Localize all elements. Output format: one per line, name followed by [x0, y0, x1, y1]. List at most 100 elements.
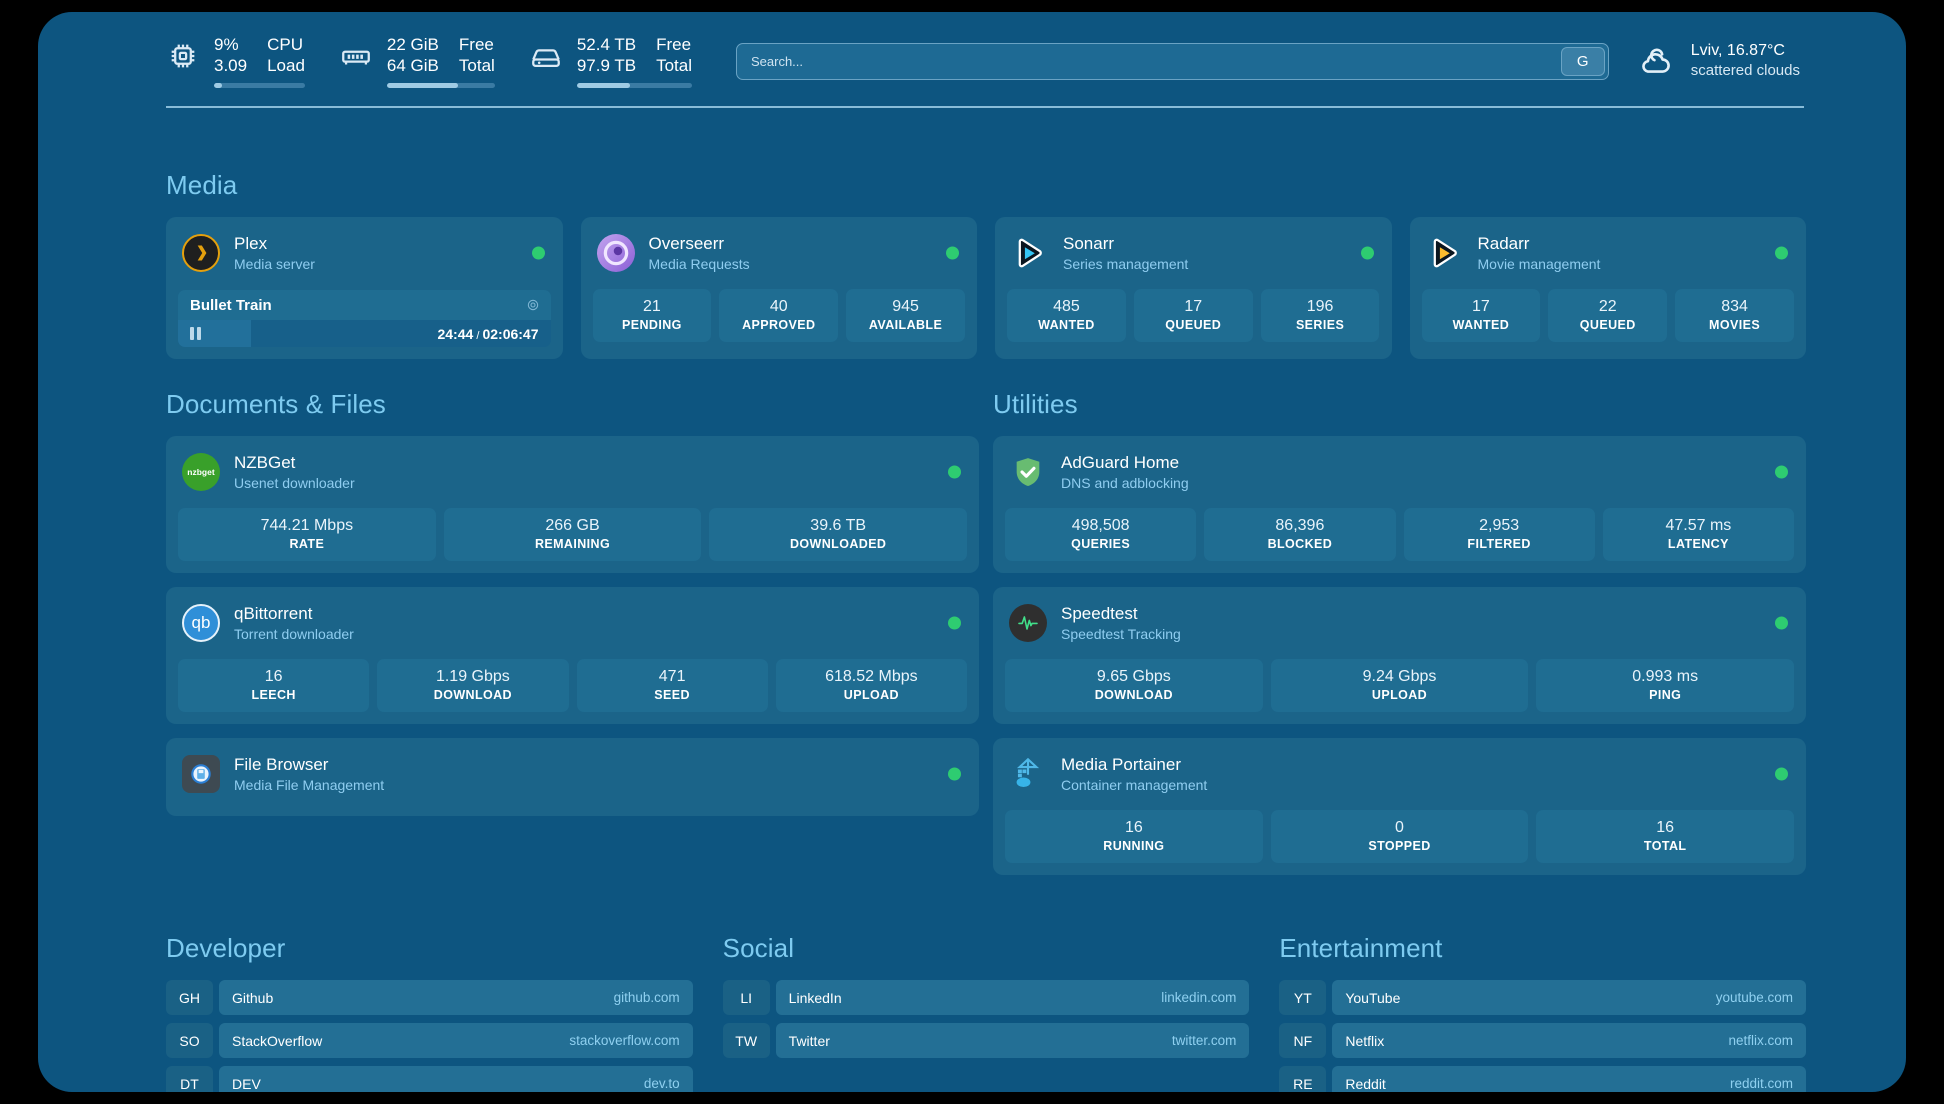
stat-label: WANTED: [1038, 318, 1095, 332]
app-card-media-portainer[interactable]: Media Portainer Container management 16 RUN…: [993, 738, 1806, 875]
app-card-nzbget[interactable]: nzbget NZBGet Usenet downloader 744.21 Mbps…: [166, 436, 979, 573]
media-card-row: Plex Media server Bullet Train 24:44 / 02:0…: [166, 217, 1806, 359]
bookmark-dt[interactable]: DT DEV dev.to: [166, 1066, 693, 1092]
bookmark-host: youtube.com: [1715, 990, 1794, 1005]
pause-icon[interactable]: [190, 327, 201, 340]
bookmark-nf[interactable]: NF Netflix netflix.com: [1279, 1023, 1807, 1058]
app-name: Speedtest: [1061, 604, 1138, 623]
bookmark-body[interactable]: Netflix netflix.com: [1332, 1023, 1807, 1058]
status-badge: [1775, 767, 1788, 780]
header-divider: [166, 106, 1804, 108]
stat-label: MOVIES: [1709, 318, 1761, 332]
card-header: AdGuard Home DNS and adblocking: [1005, 447, 1794, 496]
bookmark-body[interactable]: Twitter twitter.com: [775, 1023, 1250, 1058]
bookmark-name: Twitter: [788, 1032, 830, 1049]
section-title-social: Social: [722, 933, 795, 963]
stat-wanted: 17 WANTED: [1421, 289, 1541, 342]
search-engine-button[interactable]: G: [1560, 46, 1605, 76]
bookmark-host: github.com: [613, 990, 680, 1005]
app-card-speedtest[interactable]: Speedtest Speedtest Tracking 9.65 Gbps DOWN…: [993, 587, 1806, 724]
card-header: Plex Media server: [178, 228, 551, 277]
overseerr-icon: [596, 234, 635, 272]
status-badge: [948, 465, 961, 478]
app-subtitle: Torrent downloader: [234, 626, 354, 642]
stat-row: 21 PENDING 40 APPROVED 945 AVAILABLE: [592, 289, 966, 342]
app-card-overseerr[interactable]: Overseerr Media Requests 21 PENDING 40 APPROV…: [580, 217, 977, 359]
stat-value: 2,953: [1479, 517, 1520, 534]
cpu-stat-widget[interactable]: 9% 3.09 CPU Load: [166, 34, 309, 88]
app-name: AdGuard Home: [1061, 453, 1180, 472]
memory-stat-widget[interactable]: 22 GiB 64 GiB Free Total: [339, 34, 499, 88]
status-badge: [948, 616, 961, 629]
stat-label: PING: [1649, 688, 1682, 702]
bookmark-yt[interactable]: YT YouTube youtube.com: [1279, 980, 1807, 1015]
stat-label: UPLOAD: [843, 688, 899, 702]
stat-label: TOTAL: [1643, 839, 1687, 853]
app-card-radarr[interactable]: Radarr Movie management 17 WANTED 22 QUEUED 83…: [1409, 217, 1806, 359]
section-title-developer: Developer: [166, 933, 286, 963]
weather-widget: Lviv, 16.87°C scattered clouds: [1635, 40, 1806, 82]
disk-stat-widget[interactable]: 52.4 TB 97.9 TB Free Total: [529, 34, 696, 88]
app-card-sonarr[interactable]: Sonarr Series management 485 WANTED 17 QUEUED…: [995, 217, 1392, 359]
stat-label: APPROVED: [742, 318, 816, 332]
bookmark-re[interactable]: RE Reddit reddit.com: [1279, 1066, 1807, 1092]
bookmark-body[interactable]: LinkedIn linkedin.com: [775, 980, 1250, 1015]
section-title-documents: Documents & Files: [166, 389, 386, 419]
bookmark-so[interactable]: SO StackOverflow stackoverflow.com: [166, 1023, 693, 1058]
bookmark-body[interactable]: YouTube youtube.com: [1332, 980, 1807, 1015]
bookmark-name: DEV: [232, 1075, 261, 1092]
memory-progress-bar: [386, 83, 495, 88]
gear-icon[interactable]: [525, 297, 541, 313]
stat-value: 744.21 Mbps: [260, 517, 354, 534]
stat-rate: 744.21 Mbps RATE: [178, 508, 436, 561]
bookmark-name: Netflix: [1345, 1032, 1385, 1049]
sonarr-icon: [1011, 234, 1049, 272]
stat-value: 17: [1184, 298, 1203, 315]
bookmark-gh[interactable]: GH Github github.com: [166, 980, 693, 1015]
app-subtitle: Media server: [234, 256, 315, 272]
bookmark-name: StackOverflow: [232, 1032, 323, 1049]
weather-condition: scattered clouds: [1690, 62, 1800, 79]
now-playing-progress[interactable]: 24:44 / 02:06:47: [178, 320, 551, 347]
bookmark-group-social: Social LI LinkedIn linkedin.com TW Twitter tw…: [722, 933, 1250, 1092]
disk-free-value: 52.4 TB: [576, 35, 637, 54]
bookmark-body[interactable]: DEV dev.to: [219, 1066, 693, 1092]
app-name: NZBGet: [234, 453, 296, 472]
card-header: Speedtest Speedtest Tracking: [1005, 598, 1794, 647]
bookmark-body[interactable]: Reddit reddit.com: [1332, 1066, 1807, 1092]
app-card-adguard-home[interactable]: AdGuard Home DNS and adblocking 498,508 QUE…: [993, 436, 1806, 573]
status-badge: [1775, 465, 1788, 478]
stat-label: UPLOAD: [1371, 688, 1428, 702]
app-subtitle: Media Requests: [648, 256, 750, 272]
app-subtitle: Speedtest Tracking: [1061, 626, 1181, 642]
bookmark-group-entertainment: Entertainment YT YouTube youtube.com NF Netf…: [1279, 933, 1807, 1092]
plex-icon: [182, 234, 220, 272]
stat-row: 485 WANTED 17 QUEUED 196 SERIES: [1007, 289, 1380, 342]
bookmark-body[interactable]: Github github.com: [219, 980, 693, 1015]
status-badge: [531, 246, 545, 259]
stat-label: DOWNLOAD: [433, 688, 512, 702]
app-card-plex[interactable]: Plex Media server Bullet Train 24:44 / 02:0…: [166, 217, 563, 359]
status-badge: [1775, 616, 1788, 629]
stat-value: 40: [769, 298, 788, 315]
stat-remaining: 266 GB REMAINING: [443, 508, 702, 561]
app-card-qbittorrent[interactable]: qb qBittorrent Torrent downloader 16 LEECH 1.…: [166, 587, 979, 724]
card-header: Radarr Movie management: [1422, 228, 1795, 277]
search-input[interactable]: Search... G: [735, 42, 1609, 80]
stat-label: STOPPED: [1368, 839, 1431, 853]
stat-label: QUEUED: [1579, 318, 1636, 332]
stat-label: SEED: [654, 688, 690, 702]
app-subtitle: DNS and adblocking: [1061, 475, 1189, 491]
app-card-file-browser[interactable]: File Browser Media File Management: [166, 738, 979, 816]
bookmark-li[interactable]: LI LinkedIn linkedin.com: [722, 980, 1250, 1015]
bookmark-tw[interactable]: TW Twitter twitter.com: [722, 1023, 1250, 1058]
bookmark-body[interactable]: StackOverflow stackoverflow.com: [219, 1023, 693, 1058]
stat-label: QUERIES: [1071, 537, 1131, 551]
speedtest-icon: [1009, 604, 1047, 642]
stat-row: 744.21 Mbps RATE 266 GB REMAINING 39.6 TB DOW…: [178, 508, 968, 561]
stat-label: RATE: [289, 537, 325, 551]
radarr-icon: [1426, 234, 1464, 272]
search-placeholder: Search...: [750, 53, 804, 69]
stat-value: 16: [264, 668, 283, 685]
stat-downloaded: 39.6 TB DOWNLOADED: [709, 508, 968, 561]
